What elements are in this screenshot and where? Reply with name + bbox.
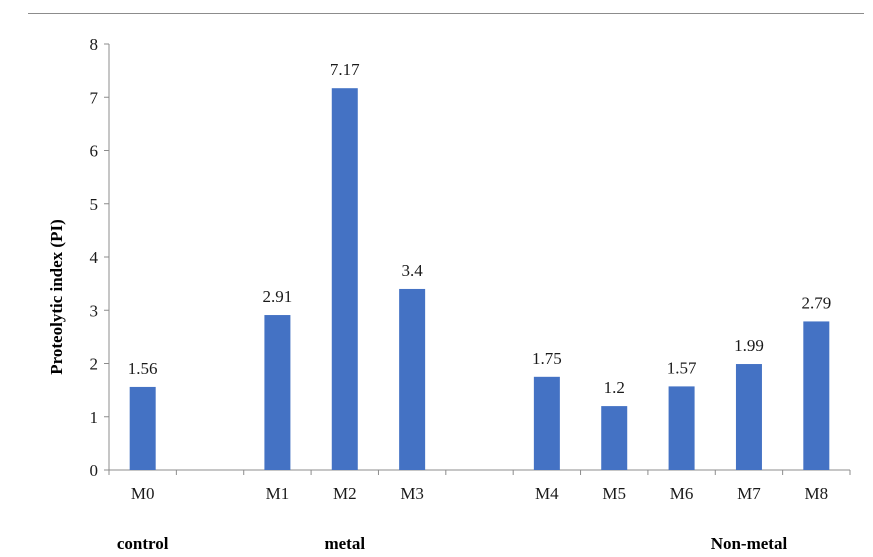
y-tick-label: 2 xyxy=(90,355,99,374)
bar-m7 xyxy=(735,364,762,470)
x-tick-label: M8 xyxy=(805,484,829,503)
bar-m3 xyxy=(399,288,426,470)
data-label-m8: 2.79 xyxy=(801,293,831,312)
bar-m0 xyxy=(129,386,156,470)
y-tick-label: 3 xyxy=(90,301,99,320)
y-axis-title: Proteolytic index (PI) xyxy=(47,219,66,374)
bar-m4 xyxy=(533,376,560,470)
data-label-m4: 1.75 xyxy=(532,349,562,368)
x-tick-label: M3 xyxy=(400,484,424,503)
group-labels: control metal Non-metal xyxy=(117,534,788,553)
group-label: control xyxy=(117,534,169,553)
bar-m8 xyxy=(803,321,830,470)
y-tick-label: 8 xyxy=(90,35,99,54)
bar-m2 xyxy=(331,88,358,470)
y-tick-label: 7 xyxy=(90,88,99,107)
y-tick-label: 1 xyxy=(90,408,99,427)
x-tick-label: M2 xyxy=(333,484,357,503)
data-label-m0: 1.56 xyxy=(128,359,158,378)
data-label-m7: 1.99 xyxy=(734,336,764,355)
data-label-m3: 3.4 xyxy=(402,261,424,280)
data-label-m5: 1.2 xyxy=(604,378,625,397)
bar-m1 xyxy=(264,315,291,470)
x-axis: M0 M1 M2 M3 M4 M5 M6 M7 M8 xyxy=(108,469,851,503)
y-tick-label: 6 xyxy=(90,142,99,161)
x-tick-label: M1 xyxy=(266,484,290,503)
bar-m6 xyxy=(668,386,695,470)
y-axis: 0 1 2 3 4 5 6 7 8 xyxy=(90,35,110,480)
bar-m5 xyxy=(601,406,628,470)
data-label-m2: 7.17 xyxy=(330,60,360,79)
y-tick-label: 5 xyxy=(90,195,99,214)
x-tick-label: M7 xyxy=(737,484,761,503)
x-tick-label: M4 xyxy=(535,484,559,503)
x-tick-label: M0 xyxy=(131,484,155,503)
x-tick-label: M6 xyxy=(670,484,694,503)
group-label: metal xyxy=(324,534,365,553)
bars xyxy=(129,88,830,470)
top-rule xyxy=(28,13,864,14)
y-tick-label: 4 xyxy=(90,248,99,267)
group-label: Non-metal xyxy=(711,534,788,553)
y-tick-label: 0 xyxy=(90,461,99,480)
x-tick-label: M5 xyxy=(602,484,626,503)
data-labels: 1.56 2.91 7.17 3.4 1.75 1.2 1.57 1.99 2.79 xyxy=(128,60,831,397)
data-label-m1: 2.91 xyxy=(263,287,293,306)
data-label-m6: 1.57 xyxy=(667,358,697,377)
